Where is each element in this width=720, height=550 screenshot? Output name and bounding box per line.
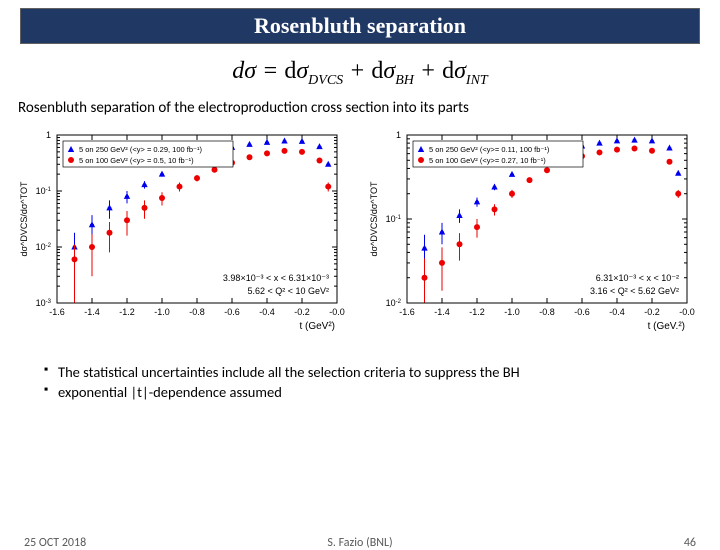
chart-row: -1.6-1.4-1.2-1.0-0.8-0.6-0.4-0.2-0.010-3… <box>0 127 720 348</box>
svg-text:5 on 100 GeV² (<y>= 0.27, 10 f: 5 on 100 GeV² (<y>= 0.27, 10 fb⁻¹) <box>429 156 546 165</box>
chart-left: -1.6-1.4-1.2-1.0-0.8-0.6-0.4-0.2-0.010-3… <box>15 127 355 348</box>
svg-text:t (GeV²): t (GeV²) <box>299 321 335 332</box>
svg-text:5 on 250 GeV² (<y>= 0.11, 100: 5 on 250 GeV² (<y>= 0.11, 100 fb⁻¹) <box>429 145 550 154</box>
bullet-item: The statistical uncertainties include al… <box>44 362 720 382</box>
svg-text:-0.6: -0.6 <box>574 307 590 317</box>
svg-text:-1.0: -1.0 <box>154 307 170 317</box>
svg-text:-1.6: -1.6 <box>49 307 65 317</box>
svg-text:-1.4: -1.4 <box>84 307 100 317</box>
svg-text:-0.0: -0.0 <box>679 307 695 317</box>
svg-text:6.31×10⁻³ < x < 10⁻²: 6.31×10⁻³ < x < 10⁻² <box>596 273 679 283</box>
svg-text:-1.2: -1.2 <box>469 307 485 317</box>
bullet-item: exponential |t|-dependence assumed <box>44 382 720 402</box>
page-title: Rosenbluth separation <box>254 13 466 38</box>
svg-text:-0.4: -0.4 <box>259 307 275 317</box>
svg-text:5 on 100 GeV² (<y> = 0.5, 10 f: 5 on 100 GeV² (<y> = 0.5, 10 fb⁻¹) <box>79 156 194 165</box>
svg-text:5.62 < Q² < 10 GeV²: 5.62 < Q² < 10 GeV² <box>247 286 329 296</box>
svg-text:5 on 250 GeV² (<y> = 0.29, 100: 5 on 250 GeV² (<y> = 0.29, 100 fb⁻¹) <box>79 145 202 154</box>
title-bar: Rosenbluth separation <box>20 8 700 44</box>
chart-right: -1.6-1.4-1.2-1.0-0.8-0.6-0.4-0.2-0.010-2… <box>365 127 705 348</box>
svg-text:t (GeV.²): t (GeV.²) <box>648 321 685 332</box>
footer-page: 46 <box>684 536 696 550</box>
svg-text:-0.8: -0.8 <box>189 307 205 317</box>
subtitle: Rosenbluth separation of the electroprod… <box>18 99 720 117</box>
bullet-list: The statistical uncertainties include al… <box>44 362 720 403</box>
svg-text:10-2: 10-2 <box>36 242 52 252</box>
svg-text:10-1: 10-1 <box>36 186 52 196</box>
svg-text:10-1: 10-1 <box>386 214 402 224</box>
svg-text:1: 1 <box>396 130 401 140</box>
footer-date: 25 OCT 2018 <box>24 536 86 550</box>
svg-text:-1.2: -1.2 <box>119 307 135 317</box>
svg-text:-0.2: -0.2 <box>644 307 660 317</box>
svg-text:-0.2: -0.2 <box>294 307 310 317</box>
svg-text:-1.0: -1.0 <box>504 307 520 317</box>
svg-text:-1.6: -1.6 <box>399 307 415 317</box>
svg-text:dσ^DVCS/dσ^TOT: dσ^DVCS/dσ^TOT <box>369 181 379 256</box>
svg-text:-0.0: -0.0 <box>329 307 345 317</box>
svg-text:dσ^DVCS/dσ^TOT: dσ^DVCS/dσ^TOT <box>19 181 29 256</box>
footer-author: S. Fazio (BNL) <box>327 536 392 550</box>
svg-text:-0.4: -0.4 <box>609 307 625 317</box>
svg-text:-1.4: -1.4 <box>434 307 450 317</box>
svg-text:-0.8: -0.8 <box>539 307 555 317</box>
svg-text:1: 1 <box>46 130 51 140</box>
svg-text:3.98×10⁻³ < x < 6.31×10⁻³: 3.98×10⁻³ < x < 6.31×10⁻³ <box>223 273 329 283</box>
svg-text:-0.6: -0.6 <box>224 307 240 317</box>
equation: dσ = dσDVCS + dσBH + dσINT <box>0 58 720 89</box>
svg-text:3.16 < Q² < 5.62 GeV²: 3.16 < Q² < 5.62 GeV² <box>590 286 679 296</box>
